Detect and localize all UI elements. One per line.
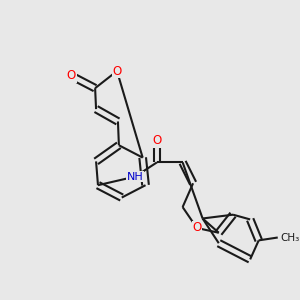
Text: O: O [67,69,76,82]
Text: O: O [112,64,122,78]
Text: CH₃: CH₃ [280,232,300,242]
Text: O: O [192,221,202,235]
Text: O: O [152,134,162,147]
Text: NH: NH [127,172,143,182]
